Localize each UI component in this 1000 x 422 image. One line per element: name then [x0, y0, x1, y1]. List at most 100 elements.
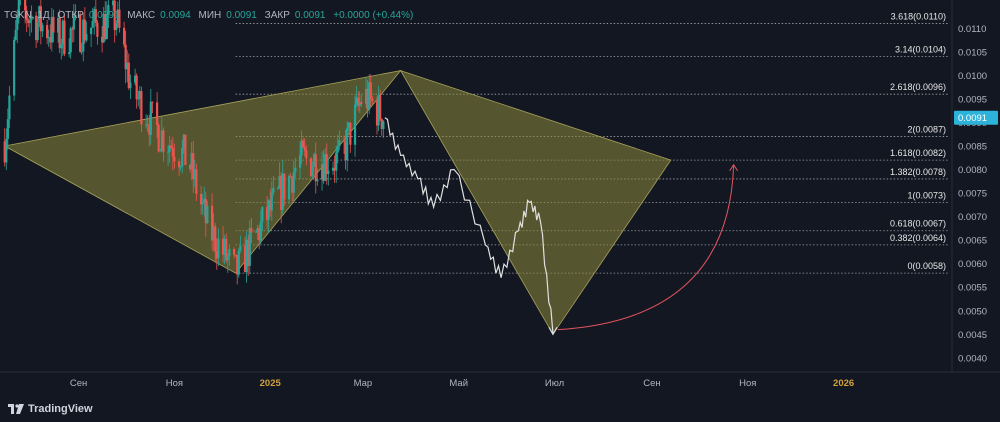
- candle-body: [160, 130, 163, 150]
- candle-body: [239, 245, 242, 251]
- change-value: +0.0000 (+0.44%): [333, 10, 414, 21]
- candle-body: [168, 145, 171, 152]
- high-label: МАКС: [127, 10, 156, 21]
- candle-body: [184, 134, 187, 165]
- candle-body: [309, 158, 313, 177]
- candle-body: [91, 20, 94, 28]
- candle-body: [320, 164, 324, 180]
- candle-body: [195, 169, 198, 195]
- candle-body: [138, 91, 141, 99]
- candle-body: [223, 238, 226, 255]
- y-tick-label: 0.0095: [958, 94, 987, 105]
- open-label: ОТКР: [57, 10, 84, 21]
- candle-body: [302, 140, 305, 148]
- candle-body: [248, 227, 251, 266]
- candle-body: [346, 127, 349, 161]
- symbol-label[interactable]: TGKN, 1Д: [4, 10, 50, 21]
- candle-body: [179, 166, 182, 168]
- candle-body: [149, 101, 152, 135]
- candle-body: [371, 98, 374, 102]
- candle-body: [69, 28, 72, 53]
- candle-body: [85, 34, 88, 41]
- y-tick-label: 0.0065: [958, 236, 987, 247]
- candle-body: [305, 150, 308, 159]
- candle-body: [344, 141, 347, 161]
- y-tick-label: 0.0085: [958, 141, 987, 152]
- candle-body: [298, 155, 302, 168]
- low-value: 0.0091: [226, 10, 257, 21]
- y-tick-label: 0.0060: [958, 259, 987, 270]
- symbol-header: TGKN, 1Д ОТКР 0.0091 МАКС 0.0094 МИН 0.0091…: [4, 10, 418, 21]
- candle-body: [16, 16, 19, 30]
- candle-body: [71, 28, 74, 30]
- triangle-pattern: [3, 70, 402, 274]
- candle-body: [311, 166, 314, 177]
- candle-body: [336, 146, 339, 153]
- candle-body: [221, 238, 225, 255]
- candle-body: [157, 125, 160, 152]
- candle-body: [212, 226, 215, 241]
- candle-body: [3, 141, 6, 163]
- y-tick-label: 0.0100: [958, 71, 987, 82]
- candle-body: [294, 167, 297, 173]
- candle-body: [281, 173, 284, 210]
- candle-body: [126, 62, 129, 70]
- candle-body: [57, 17, 60, 33]
- brand[interactable]: TradingView: [8, 403, 93, 415]
- candle-body: [335, 152, 338, 171]
- candle-body: [50, 16, 53, 43]
- candle-body: [324, 154, 327, 181]
- candle-body: [49, 37, 52, 43]
- candle-body: [368, 82, 371, 110]
- candle-body: [333, 167, 336, 171]
- candle-body: [210, 205, 214, 241]
- close-value: 0.0091: [294, 10, 326, 21]
- y-tick-label: 0.0105: [958, 47, 987, 58]
- candle-body: [217, 238, 220, 259]
- candle-body: [181, 147, 184, 167]
- candle-body: [24, 0, 27, 11]
- candle-body: [292, 172, 295, 193]
- candle-body: [272, 188, 275, 193]
- low-label: МИН: [198, 10, 222, 21]
- projection-path: [384, 117, 558, 336]
- candle-body: [313, 154, 316, 167]
- candle-body: [90, 27, 93, 35]
- candle-body: [166, 151, 170, 153]
- candle-body: [289, 176, 292, 178]
- candle-body: [17, 0, 20, 17]
- candle-body: [102, 13, 105, 43]
- candle-body: [170, 145, 173, 149]
- candle-body: [140, 91, 143, 125]
- candle-body: [173, 156, 176, 162]
- candle-body: [331, 167, 335, 171]
- candle-body: [107, 5, 110, 15]
- candle-body: [28, 20, 31, 24]
- candle-body: [135, 75, 138, 100]
- candle-body: [144, 124, 148, 126]
- fib-levels: 0(0.0058) 0.382(0.0064) 0.618(0.0067) 1(0.0…: [235, 12, 948, 274]
- candle-body: [349, 122, 352, 145]
- candle-body: [93, 9, 96, 21]
- y-tick-label: 0.0110: [958, 24, 986, 35]
- candle-body: [366, 88, 369, 110]
- candle-body: [283, 173, 286, 200]
- candle-body: [5, 138, 8, 163]
- candle-body: [228, 249, 231, 257]
- triangle-patterns: [3, 69, 672, 336]
- x-tick-label: Ноя: [166, 378, 183, 389]
- candle-body: [358, 101, 361, 106]
- candle-body: [291, 176, 294, 193]
- candle-body: [357, 97, 360, 106]
- candle-body: [382, 121, 385, 129]
- candle-body: [6, 119, 9, 139]
- open-value: 0.0091: [88, 10, 120, 21]
- candle-body: [247, 239, 250, 266]
- candle-body: [215, 251, 218, 259]
- fib-level-label: 1(0.0073): [907, 190, 946, 200]
- y-tick-label: 0.0055: [958, 283, 987, 294]
- candle-body: [199, 194, 203, 205]
- candle-body: [25, 10, 28, 21]
- y-tick-label: 0.0045: [958, 330, 987, 341]
